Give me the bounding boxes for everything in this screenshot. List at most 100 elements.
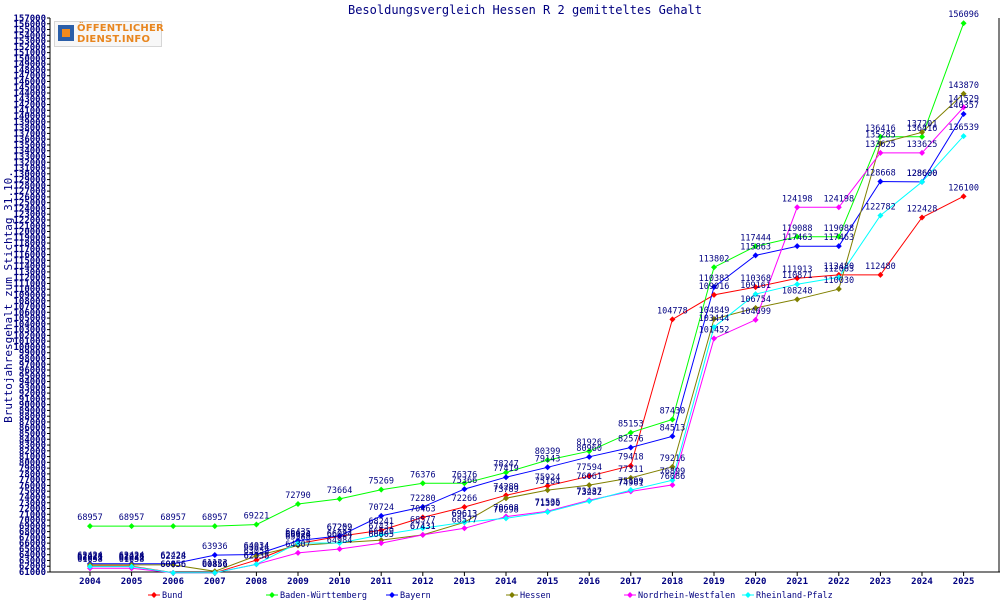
data-label-bund: 60856 <box>160 560 186 570</box>
y-tick-label: 118000 <box>13 239 46 249</box>
logo: ÖFFENTLICHER DIENST.INFO <box>54 21 164 47</box>
data-label-rheinland-pfalz: 73282 <box>576 488 602 498</box>
y-tick-label: 71000 <box>19 510 46 520</box>
data-point-baden-w-rttemberg <box>794 233 801 240</box>
x-tick-label: 2012 <box>412 577 434 587</box>
data-label-bayern: 128668 <box>865 168 896 178</box>
data-label-bund: 111913 <box>782 265 813 275</box>
y-tick-label: 64000 <box>19 551 46 561</box>
y-tick-label: 154000 <box>13 31 46 41</box>
x-tick-label: 2004 <box>79 577 101 587</box>
data-point-hessen <box>794 296 801 303</box>
data-label-bayern: 63936 <box>202 542 228 552</box>
data-label-baden-w-rttemberg: 117444 <box>740 233 771 243</box>
y-tick-label: 144000 <box>13 89 46 99</box>
series-line-nordrhein-westfalen <box>90 106 964 574</box>
data-label-bayern: 62424 <box>77 551 103 561</box>
data-label-baden-w-rttemberg: 68957 <box>160 513 186 523</box>
data-label-baden-w-rttemberg: 72790 <box>285 491 311 501</box>
data-label-bund: 68241 <box>368 517 394 527</box>
data-label-nordrhein-westfalen: 133625 <box>865 140 896 150</box>
y-tick-label: 115000 <box>13 256 46 266</box>
data-label-hessen: 65588 <box>285 533 311 543</box>
data-label-nordrhein-westfalen: 70608 <box>493 504 519 514</box>
data-point-bund <box>627 462 634 469</box>
data-label-nordrhein-westfalen: 104699 <box>740 307 771 317</box>
data-point-rheinland-pfalz <box>336 540 343 547</box>
data-label-nordrhein-westfalen: 60856 <box>160 560 186 570</box>
data-label-baden-w-rttemberg: 80399 <box>535 447 561 457</box>
y-tick-label: 147000 <box>13 72 46 82</box>
data-label-bayern: 80960 <box>576 444 602 454</box>
x-tick-label: 2011 <box>370 577 392 587</box>
data-point-rheinland-pfalz <box>544 509 551 516</box>
data-label-rheinland-pfalz: 69613 <box>452 509 478 519</box>
data-label-baden-w-rttemberg: 69221 <box>244 512 270 522</box>
data-label-hessen: 76061 <box>576 472 602 482</box>
x-tick-label: 2022 <box>828 577 850 587</box>
y-tick-label: 82000 <box>19 447 46 457</box>
y-tick-label: 66000 <box>19 539 46 549</box>
data-point-bund <box>669 316 676 323</box>
data-point-baden-w-rttemberg <box>669 416 676 423</box>
data-point-baden-w-rttemberg <box>253 521 260 528</box>
data-label-baden-w-rttemberg: 85153 <box>618 420 644 430</box>
data-point-rheinland-pfalz <box>877 212 884 219</box>
y-tick-label: 138000 <box>13 124 46 134</box>
data-point-nordrhein-westfalen <box>378 540 385 547</box>
data-point-nordrhein-westfalen <box>919 149 925 156</box>
data-label-rheinland-pfalz: 66024 <box>285 530 311 540</box>
data-label-bayern: 75366 <box>452 476 478 486</box>
y-tick-label: 153000 <box>13 37 46 47</box>
y-tick-label: 75000 <box>19 487 46 497</box>
data-label-hessen: 67431 <box>410 522 436 532</box>
x-tick-label: 2023 <box>870 577 892 587</box>
x-tick-label: 2020 <box>745 577 767 587</box>
x-tick-label: 2010 <box>329 577 351 587</box>
data-label-baden-w-rttemberg: 76376 <box>410 470 436 480</box>
data-label-bayern: 77419 <box>493 464 519 474</box>
data-label-hessen: 63814 <box>244 543 270 553</box>
legend-label-nordrhein-westfalen: Nordrhein-Westfalen <box>638 591 735 600</box>
data-label-bund: 63058 <box>244 547 270 557</box>
data-point-bayern <box>877 178 884 185</box>
data-label-bayern: 62424 <box>119 551 145 561</box>
data-label-bund: 110368 <box>740 274 771 284</box>
x-tick-label: 2008 <box>246 577 268 587</box>
data-label-hessen: 104849 <box>699 306 730 316</box>
y-tick-label: 139000 <box>13 118 46 128</box>
data-point-bayern <box>378 512 385 519</box>
y-tick-label: 77000 <box>19 476 46 486</box>
data-point-bund <box>461 503 468 510</box>
x-tick-label: 2006 <box>162 577 184 587</box>
data-point-hessen <box>960 90 967 97</box>
data-point-hessen <box>711 315 717 322</box>
data-point-rheinland-pfalz <box>794 281 801 288</box>
data-point-baden-w-rttemberg <box>835 233 842 240</box>
data-point-baden-w-rttemberg <box>711 264 717 271</box>
data-point-hessen <box>253 552 260 559</box>
y-tick-label: 116000 <box>13 251 46 261</box>
data-label-nordrhein-westfalen: 141529 <box>948 94 979 104</box>
y-tick-label: 112000 <box>13 274 46 284</box>
data-label-hessen: 73789 <box>493 485 519 495</box>
y-tick-label: 105000 <box>13 314 46 324</box>
data-label-rheinland-pfalz: 60856 <box>202 560 228 570</box>
data-label-rheinland-pfalz: 75199 <box>618 477 644 487</box>
data-point-rheinland-pfalz <box>627 487 634 494</box>
y-tick-label: 133000 <box>13 153 46 163</box>
data-point-hessen <box>627 474 634 481</box>
data-label-nordrhein-westfalen: 124198 <box>782 194 813 204</box>
y-tick-label: 130000 <box>13 170 46 180</box>
data-point-bund <box>752 284 759 291</box>
y-tick-label: 102000 <box>13 331 46 341</box>
data-point-bayern <box>960 111 967 118</box>
data-point-bund <box>877 271 884 278</box>
y-tick-label: 104000 <box>13 320 46 330</box>
data-point-hessen <box>586 482 593 489</box>
y-tick-label: 143000 <box>13 95 46 105</box>
data-label-nordrhein-westfalen: 61658 <box>77 555 103 565</box>
data-label-hessen: 62228 <box>77 552 103 562</box>
data-label-hessen: 66084 <box>327 530 353 540</box>
